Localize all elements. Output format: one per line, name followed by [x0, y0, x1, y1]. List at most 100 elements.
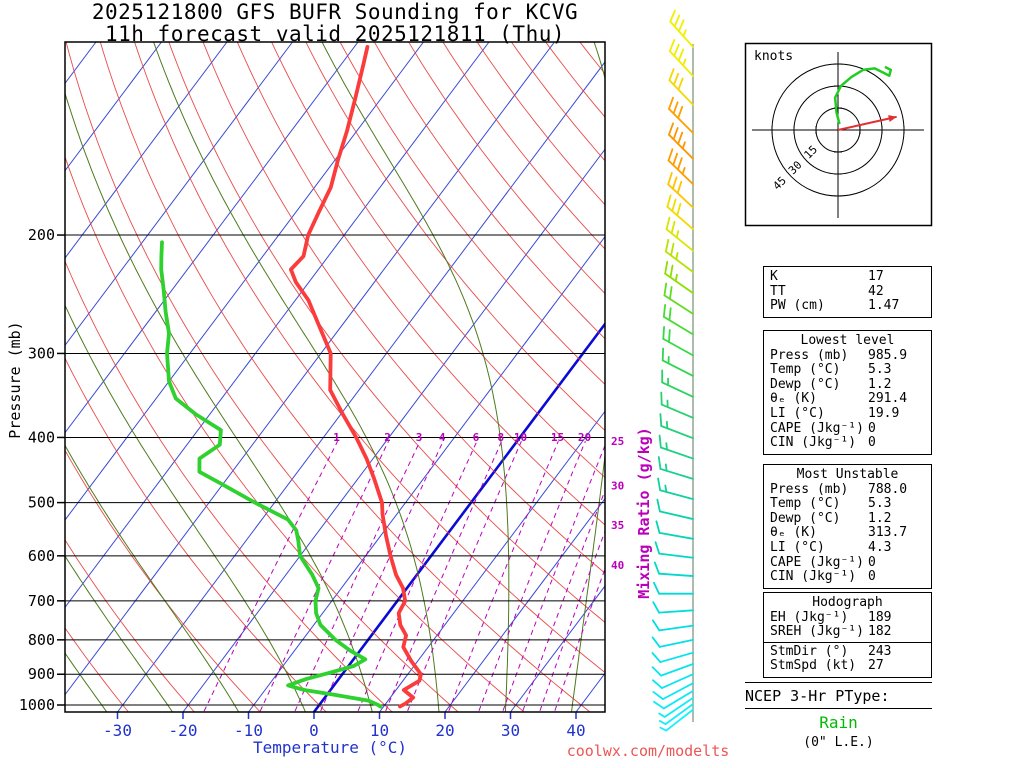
- wind-barb-tick: [651, 666, 662, 677]
- wind-barb-stem: [658, 638, 694, 648]
- mixing-ratio-label: 35: [611, 519, 624, 532]
- stat-label: Press (mb): [770, 347, 849, 363]
- wind-barb-column: [651, 9, 694, 732]
- stat-row: EH (Jkg⁻¹) 189: [764, 610, 931, 626]
- isotherm-line: [312, 321, 605, 712]
- dry-adiabat-line: [339, 42, 605, 385]
- wind-barb: [668, 96, 694, 134]
- wind-barb: [663, 282, 694, 315]
- wind-barb-tick: [669, 264, 674, 279]
- stat-row: Temp (°C) 5.3: [764, 497, 931, 512]
- mixing-ratio-line: [259, 440, 390, 712]
- dry-adiabat-line: [510, 42, 605, 162]
- wind-barb-tick: [677, 77, 684, 91]
- wind-barb-stem: [664, 703, 694, 726]
- temperature-tick-label: 10: [370, 721, 389, 740]
- wind-barb-stem: [661, 673, 694, 689]
- stat-value: 0: [868, 435, 876, 451]
- wind-barb-half-tick: [664, 463, 668, 472]
- dry-adiabat-line: [99, 42, 591, 712]
- wind-barb-tick: [672, 101, 679, 115]
- stat-label: θₑ (K): [770, 525, 817, 541]
- temperature-tick-label: 40: [566, 721, 585, 740]
- stat-label: StmSpd (kt): [770, 658, 857, 674]
- wind-barb: [653, 561, 694, 577]
- stat-label: CAPE (Jkg⁻¹): [770, 420, 864, 436]
- wind-barb-tick: [663, 282, 668, 297]
- wind-barb: [667, 148, 694, 186]
- stat-value: 19.9: [868, 405, 900, 421]
- stat-value: 27: [868, 658, 884, 674]
- wind-barb-tick: [653, 561, 660, 575]
- stat-row: Dewp (°C) 1.2: [764, 511, 931, 527]
- moist-adiabat-line: [153, 42, 440, 712]
- stat-row: Press (mb) 788.0: [764, 482, 931, 498]
- wind-barb: [661, 347, 694, 377]
- stat-box: K 17 TT 42 PW (cm) 1.47: [763, 266, 932, 318]
- stat-row: CIN (Jkg⁻¹) 0: [764, 570, 931, 585]
- wind-barb-tick: [657, 477, 662, 492]
- wind-barb: [669, 9, 694, 48]
- wind-barb-stem: [665, 708, 694, 732]
- wind-barb-tick: [664, 238, 670, 253]
- wind-barb-tick: [676, 202, 682, 217]
- stat-section-header: Lowest level: [800, 333, 895, 348]
- wind-barb-tick: [669, 286, 673, 300]
- stat-box: Hodograph EH (Jkg⁻¹) 189 SREH (Jkg⁻¹) 182 Stm…: [763, 592, 932, 678]
- pressure-tick-label: 600: [28, 547, 55, 565]
- temperature-tick-label: -10: [234, 721, 263, 740]
- dry-adiabat-line: [236, 42, 605, 526]
- stat-row: Dewp (°C) 1.2: [764, 377, 931, 393]
- wind-barb-half-tick: [675, 230, 680, 239]
- wind-barb-tick: [669, 9, 676, 23]
- isotherm-line: [117, 61, 605, 712]
- moist-adiabat-line: [65, 555, 174, 712]
- stat-value: 243: [868, 643, 892, 659]
- wind-barb-tick: [654, 541, 661, 555]
- temperature-trace: [288, 45, 423, 709]
- wind-barb-stem: [658, 572, 694, 577]
- pressure-tick-label: 700: [28, 592, 55, 610]
- dry-adiabat-line: [168, 42, 605, 623]
- wind-barb-half-tick: [658, 720, 667, 726]
- stat-label: K: [770, 269, 778, 284]
- stat-value: 985.9: [868, 347, 908, 363]
- mixing-ratio-line: [357, 440, 478, 712]
- wind-barb-stem: [664, 250, 694, 273]
- wind-barb: [653, 690, 694, 710]
- stat-section-header: Most Unstable: [796, 467, 899, 482]
- wind-barb-stem: [662, 315, 694, 336]
- axis-tick-labels: 1 2 3 4 6 8 10 15 20 2530354020030040050060070080…: [19, 41, 624, 740]
- wind-barb-tick: [667, 172, 673, 186]
- wind-barb-tick: [668, 329, 671, 343]
- wind-barb-tick: [668, 39, 676, 53]
- wind-barb-stem: [666, 205, 694, 231]
- wind-barb-stem: [658, 510, 694, 520]
- wind-barb-tick: [651, 636, 661, 648]
- mixing-ratio-label: 2: [384, 431, 391, 444]
- wind-barb: [656, 498, 694, 520]
- wind-barb-tick: [651, 619, 661, 632]
- wind-barb-tick: [651, 652, 662, 663]
- wind-barb-stem: [662, 690, 694, 710]
- wind-barb-tick: [668, 96, 674, 110]
- stat-value: 0: [868, 420, 876, 436]
- stat-divider: [764, 641, 931, 643]
- stat-value: 182: [868, 624, 892, 640]
- wind-barb: [651, 619, 694, 632]
- mixing-ratio-line: [521, 489, 605, 712]
- isotherm-line: [65, 42, 490, 609]
- stat-label: LI (°C): [770, 539, 825, 555]
- pressure-tick-label: 200: [28, 226, 55, 244]
- isotherm-line: [65, 42, 228, 259]
- mixing-ratio-axis-title: Mixing Ratio (g/kg): [635, 427, 653, 599]
- wind-barb-stem: [660, 425, 694, 440]
- chart-title-line2: 11h forecast valid 2025121811 (Thu): [105, 22, 565, 46]
- wind-barb-stem: [662, 682, 694, 701]
- wind-barb-half-tick: [674, 273, 678, 282]
- wind-barb-stem: [658, 624, 694, 632]
- wind-barb-tick: [652, 601, 660, 614]
- isotherm-line: [248, 235, 605, 712]
- wind-barb-tick: [668, 122, 674, 136]
